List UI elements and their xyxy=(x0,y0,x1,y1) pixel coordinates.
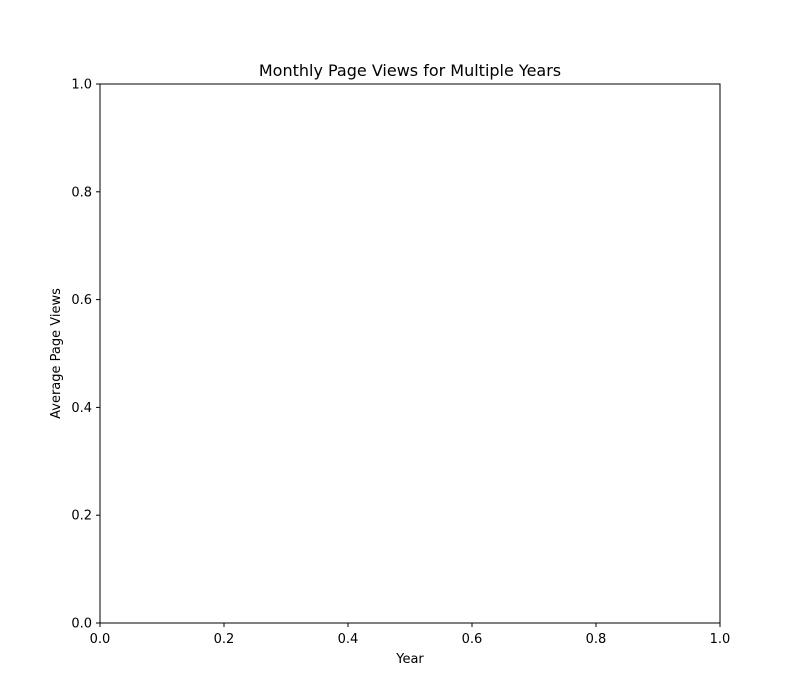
y-tick-label: 0.8 xyxy=(71,185,92,200)
y-tick-label: 0.6 xyxy=(71,293,92,308)
x-tick-label: 0.0 xyxy=(90,632,111,647)
x-tick-label: 0.2 xyxy=(214,632,235,647)
x-tick-label: 1.0 xyxy=(710,632,731,647)
x-tick-label: 0.6 xyxy=(462,632,483,647)
y-tick-label: 0.0 xyxy=(71,617,92,632)
x-axis-ticks: 0.0 0.2 0.4 0.6 0.8 1.0 xyxy=(90,623,731,647)
y-axis-ticks: 0.0 0.2 0.4 0.6 0.8 1.0 xyxy=(71,78,100,632)
y-tick-label: 1.0 xyxy=(71,78,92,93)
chart-title: Monthly Page Views for Multiple Years xyxy=(259,61,561,80)
x-axis-label: Year xyxy=(395,652,424,667)
y-tick-label: 0.2 xyxy=(71,509,92,524)
y-axis-label: Average Page Views xyxy=(49,288,64,419)
y-tick-label: 0.4 xyxy=(71,401,92,416)
x-tick-label: 0.4 xyxy=(338,632,359,647)
plot-frame xyxy=(99,83,721,624)
plot-area xyxy=(100,84,720,623)
x-tick-label: 0.8 xyxy=(586,632,607,647)
